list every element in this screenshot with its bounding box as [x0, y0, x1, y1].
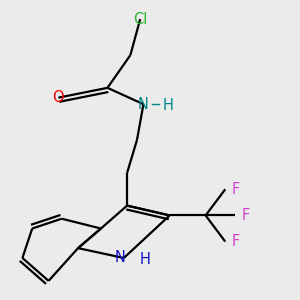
Text: N: N [138, 97, 149, 112]
Text: Cl: Cl [133, 12, 147, 27]
Text: N: N [115, 250, 126, 266]
Text: O: O [52, 90, 64, 105]
Text: H: H [163, 98, 173, 113]
Text: F: F [242, 208, 250, 223]
Text: F: F [232, 234, 240, 249]
Text: F: F [232, 182, 240, 197]
Text: H: H [140, 252, 151, 267]
